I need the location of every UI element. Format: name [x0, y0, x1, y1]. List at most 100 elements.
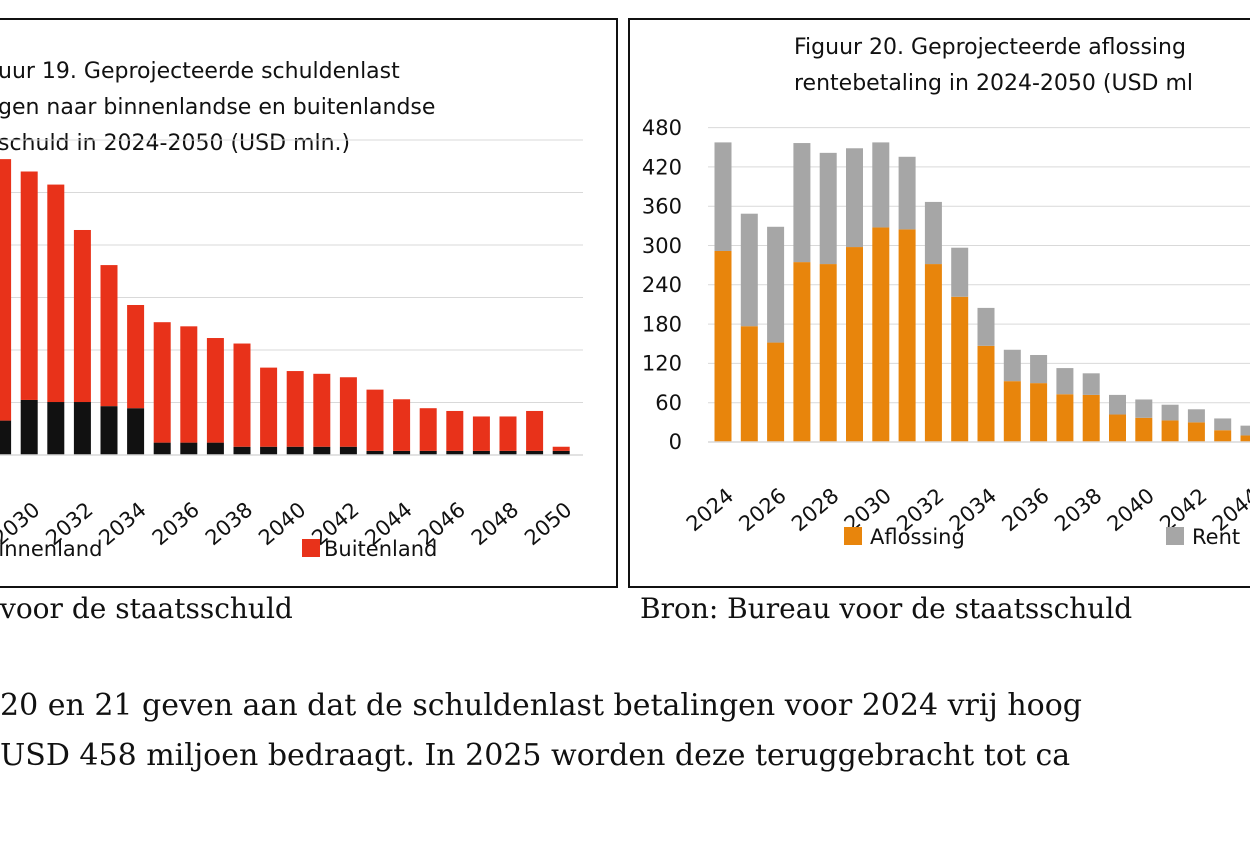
- bar-rent-2043: [1214, 418, 1232, 431]
- bar-binnenland-2046: [446, 450, 464, 455]
- bar-aflossing-2027: [793, 262, 811, 442]
- bar-binnenland-2043: [366, 450, 384, 455]
- source-caption-right: Bron: Bureau voor de staatsschuld: [640, 592, 1133, 625]
- bar-buitenland-2043: [366, 389, 384, 451]
- bar-aflossing-2038: [1082, 394, 1100, 442]
- bar-buitenland-2029: [0, 159, 12, 421]
- bar-binnenland-2039: [260, 446, 278, 455]
- bar-buitenland-2031: [47, 184, 65, 403]
- bar-binnenland-2031: [47, 402, 65, 455]
- bar-buitenland-2045: [419, 408, 437, 451]
- legend-label-buitenland: Buitenland: [324, 537, 437, 561]
- bar-buitenland-2041: [313, 373, 331, 447]
- y-tick-label: 0: [669, 430, 682, 454]
- y-tick-label: 180: [642, 312, 682, 336]
- bar-rent-2027: [793, 143, 811, 263]
- bar-buitenland-2046: [446, 410, 464, 451]
- bar-rent-2042: [1187, 409, 1205, 423]
- bar-aflossing-2033: [951, 296, 969, 442]
- bar-aflossing-2040: [1135, 417, 1153, 442]
- bar-aflossing-2035: [1003, 381, 1021, 442]
- chart-figuur-19: uur 19. Geprojecteerde schuldenlast gen n…: [0, 59, 583, 561]
- x-tick-label: 2028: [787, 483, 843, 536]
- body-text-line-1: 20 en 21 geven aan dat de schuldenlast b…: [0, 688, 1082, 723]
- bar-rent-2024: [714, 142, 732, 251]
- bar-buitenland-2049: [526, 410, 544, 451]
- bar-buitenland-2030: [20, 171, 38, 400]
- bar-binnenland-2042: [339, 446, 357, 455]
- bar-binnenland-2049: [526, 450, 544, 455]
- bar-binnenland-2032: [73, 402, 91, 455]
- bar-buitenland-2033: [100, 265, 118, 407]
- legend-label-aflossing: Aflossing: [870, 525, 965, 549]
- bar-buitenland-2032: [73, 229, 91, 403]
- bar-buitenland-2034: [127, 304, 145, 409]
- chart-title-line: rentebetaling in 2024-2050 (USD ml: [794, 71, 1193, 96]
- bar-binnenland-2038: [233, 446, 251, 455]
- bar-rent-2031: [898, 156, 916, 230]
- y-tick-label: 300: [642, 234, 682, 258]
- bar-binnenland-2034: [127, 408, 145, 455]
- x-tick-label: 2048: [467, 497, 523, 550]
- bar-aflossing-2036: [1030, 383, 1048, 442]
- x-tick-label: 2038: [1050, 483, 1106, 536]
- bar-binnenland-2036: [180, 442, 198, 455]
- bar-aflossing-2034: [977, 345, 995, 442]
- bar-rent-2044: [1240, 425, 1250, 436]
- bar-rent-2034: [977, 307, 995, 346]
- bar-buitenland-2039: [260, 367, 278, 447]
- bar-buitenland-2037: [206, 338, 224, 443]
- bar-buitenland-2040: [286, 371, 304, 447]
- chart-panel-figuur-20: Figuur 20. Geprojecteerde aflossing rente…: [628, 18, 1250, 588]
- chart-title-line: schuld in 2024-2050 (USD mln.): [0, 131, 350, 156]
- bar-rent-2028: [819, 152, 837, 265]
- bar-rent-2032: [924, 201, 942, 265]
- bar-aflossing-2041: [1161, 420, 1179, 442]
- bar-rent-2040: [1135, 399, 1153, 418]
- y-tick-label: 360: [642, 195, 682, 219]
- bar-aflossing-2037: [1056, 394, 1074, 442]
- bar-binnenland-2044: [393, 450, 411, 455]
- x-tick-label: 2038: [201, 497, 257, 550]
- bar-rent-2029: [846, 148, 863, 248]
- bar-rent-2035: [1003, 349, 1021, 382]
- body-text-line-2: USD 458 miljoen bedraagt. In 2025 worden…: [0, 738, 1071, 773]
- bar-rent-2038: [1082, 373, 1100, 395]
- bar-aflossing-2026: [767, 342, 785, 442]
- bar-binnenland-2045: [419, 450, 437, 455]
- bar-rent-2037: [1056, 368, 1074, 395]
- legend-label-rent: Rent: [1192, 525, 1240, 549]
- bar-buitenland-2047: [472, 416, 490, 451]
- bar-binnenland-2030: [20, 399, 38, 455]
- x-tick-label: 2040: [254, 497, 310, 550]
- bar-aflossing-2031: [898, 229, 916, 442]
- chart-figuur-20: Figuur 20. Geprojecteerde aflossing rente…: [642, 35, 1250, 549]
- bar-buitenland-2036: [180, 326, 198, 443]
- legend-swatch-rent: [1166, 527, 1184, 545]
- bar-binnenland-2040: [286, 446, 304, 455]
- chart-title-line: uur 19. Geprojecteerde schuldenlast: [0, 59, 400, 84]
- bar-rent-2039: [1109, 394, 1126, 415]
- bar-buitenland-2042: [339, 377, 357, 447]
- bar-buitenland-2035: [153, 322, 171, 443]
- chart-title-line: gen naar binnenlandse en buitenlandse: [0, 95, 435, 120]
- bar-aflossing-2032: [924, 264, 942, 442]
- bar-rent-2030: [872, 142, 890, 228]
- x-tick-label: 2040: [1103, 483, 1159, 536]
- chart-panel-figuur-19: uur 19. Geprojecteerde schuldenlast gen n…: [0, 18, 618, 588]
- bar-rent-2036: [1030, 354, 1048, 384]
- x-tick-label: 2034: [94, 497, 150, 550]
- y-tick-label: 420: [642, 155, 682, 179]
- bar-buitenland-2044: [393, 399, 411, 451]
- y-tick-label: 120: [642, 352, 682, 376]
- bar-binnenland-2041: [313, 446, 331, 455]
- bar-buitenland-2050: [552, 446, 570, 451]
- bar-binnenland-2037: [206, 442, 224, 455]
- bar-aflossing-2028: [819, 264, 837, 442]
- bar-rent-2025: [740, 213, 758, 327]
- bar-aflossing-2043: [1214, 430, 1232, 442]
- bar-aflossing-2039: [1109, 414, 1126, 442]
- legend-swatch-aflossing: [844, 527, 862, 545]
- y-tick-label: 480: [642, 116, 682, 140]
- bar-aflossing-2024: [714, 250, 732, 442]
